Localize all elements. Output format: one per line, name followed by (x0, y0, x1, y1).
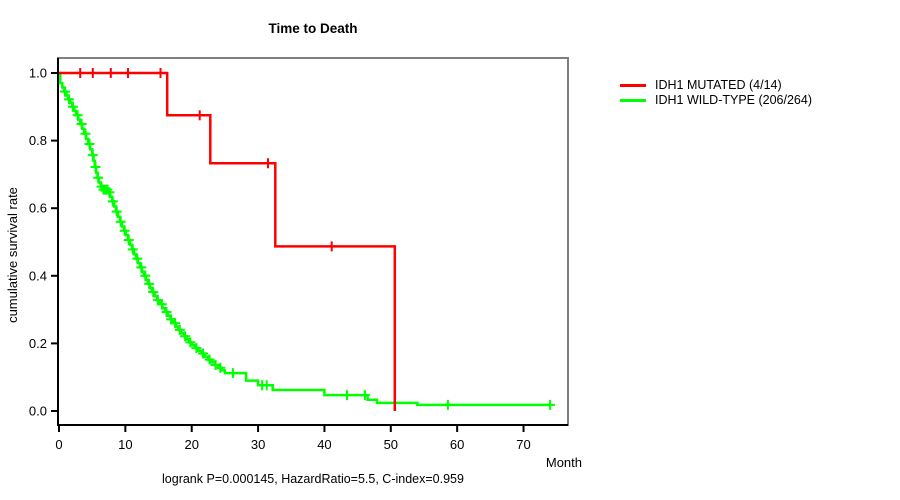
censor-tick-mutated (326, 241, 337, 252)
censor-tick-wildtype (107, 196, 118, 207)
censor-tick-wildtype (115, 216, 126, 227)
censor-tick-wildtype (342, 390, 352, 401)
censor-tick-wildtype (170, 318, 181, 329)
plot-border (57, 57, 569, 426)
censor-tick-wildtype (72, 110, 83, 121)
censor-tick-mutated (75, 68, 86, 78)
x-tick-label: 10 (118, 437, 132, 452)
censor-tick-mutated (263, 158, 273, 169)
censor-tick-wildtype (104, 187, 115, 198)
censor-tick-mutated (123, 68, 133, 78)
censor-tick-wildtype (442, 399, 453, 410)
y-axis-title: cumulative survival rate (5, 187, 20, 323)
censor-tick-wildtype (185, 337, 196, 348)
censor-tick-wildtype (64, 94, 74, 105)
censor-tick-wildtype (148, 287, 159, 297)
censor-tick-mutated (155, 68, 166, 78)
censor-tick-wildtype (84, 139, 95, 149)
censor-tick-wildtype (191, 343, 202, 354)
y-tick-label: 0.2 (29, 336, 47, 351)
y-tick-label: 0.6 (29, 201, 47, 216)
x-tick-label: 0 (55, 437, 62, 452)
censor-tick-wildtype (90, 162, 101, 172)
censor-tick-wildtype (180, 331, 191, 342)
y-tick-label: 1.0 (29, 66, 47, 81)
censor-tick-wildtype (123, 235, 134, 245)
censor-tick-wildtype (144, 278, 155, 289)
censor-tick-wildtype (136, 262, 147, 273)
legend-line-wildtype-icon (620, 99, 646, 102)
y-tick-label: 0.0 (29, 404, 47, 419)
legend-line-mutated-icon (620, 84, 646, 87)
censor-tick-wildtype (132, 253, 143, 264)
censor-tick-wildtype (60, 86, 70, 97)
stats-annotation: logrank P=0.000145, HazardRatio=5.5, C-i… (162, 472, 464, 486)
censor-tick-wildtype (119, 225, 130, 236)
y-tick-label: 0.8 (29, 133, 47, 148)
censor-tick-wildtype (198, 348, 208, 359)
censor-tick-wildtype (545, 399, 556, 410)
censor-tick-mutated (105, 68, 116, 78)
censor-tick-wildtype (261, 380, 272, 391)
censor-tick-wildtype (156, 299, 167, 310)
x-axis-title: Month (545, 455, 582, 470)
x-tick-label: 60 (450, 437, 464, 452)
censor-tick-wildtype (111, 206, 122, 217)
km-curve-mutated (59, 71, 397, 411)
legend-label-mutated: IDH1 MUTATED (4/14) (655, 78, 782, 92)
censor-tick-mutated (194, 110, 205, 121)
censor-tick-wildtype (215, 362, 226, 373)
chart-title: Time to Death (268, 21, 358, 36)
legend-item-wildtype: IDH1 WILD-TYPE (206/264) (620, 93, 812, 108)
x-tick-label: 40 (317, 437, 331, 452)
censor-tick-wildtype (140, 270, 151, 281)
x-tick-label: 30 (251, 437, 265, 452)
y-tick-label: 0.4 (29, 268, 47, 283)
censor-tick-wildtype (359, 390, 370, 401)
censor-tick-wildtype (204, 354, 215, 365)
legend: IDH1 MUTATED (4/14) IDH1 WILD-TYPE (206/… (620, 78, 812, 108)
censor-tick-wildtype (80, 128, 91, 139)
censor-tick-wildtype (93, 172, 104, 183)
censor-tick-wildtype (76, 119, 87, 129)
x-tick-label: 70 (516, 437, 530, 452)
censor-tick-wildtype (161, 307, 172, 317)
censor-tick-wildtype (174, 324, 185, 335)
censor-tick-wildtype (227, 368, 238, 379)
censor-tick-wildtype (67, 101, 78, 112)
x-tick-label: 20 (184, 437, 198, 452)
legend-item-mutated: IDH1 MUTATED (4/14) (620, 78, 812, 93)
legend-label-wildtype: IDH1 WILD-TYPE (206/264) (655, 93, 812, 107)
censor-tick-wildtype (127, 244, 138, 255)
km-curve-wildtype (59, 71, 551, 407)
censor-tick-mutated (87, 68, 98, 78)
axis-lines (57, 58, 568, 426)
censor-tick-wildtype (87, 150, 98, 161)
x-tick-label: 50 (384, 437, 398, 452)
